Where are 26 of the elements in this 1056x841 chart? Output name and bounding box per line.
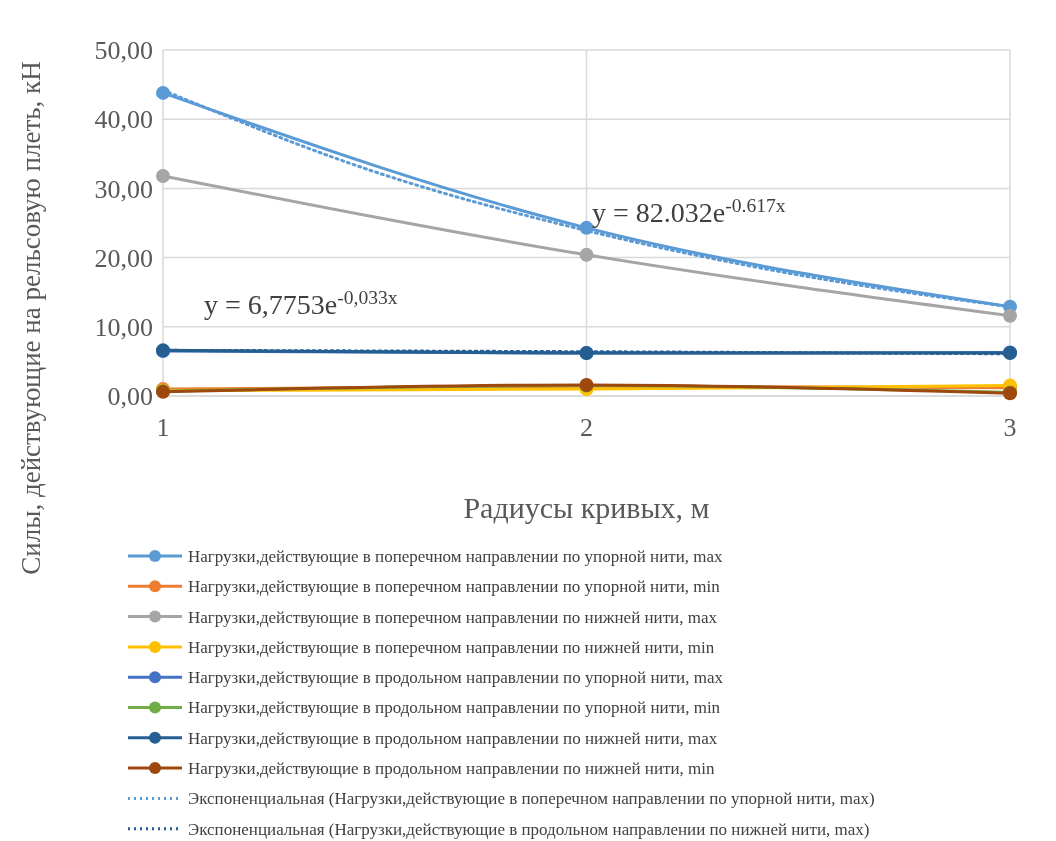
legend-label: Нагрузки,действующие в продольном направлении по нижней нити, min bbox=[188, 759, 715, 779]
y-tick-label: 50,00 bbox=[94, 36, 153, 66]
legend-label: Нагрузки,действующие в поперечном направлении по упорной нити, min bbox=[188, 577, 721, 597]
legend-label: Нагрузки,действующие в продольном направлении по упорной нити, min bbox=[188, 698, 721, 718]
y-tick-label: 10,00 bbox=[94, 312, 153, 342]
annotation: y = 6,7753e$^{-0,033x}$ bbox=[204, 286, 398, 320]
x-tick-label: 1 bbox=[156, 413, 170, 442]
x-tick-label: 2 bbox=[580, 413, 593, 442]
legend-label: Нагрузки,действующие в продольном направлении по упорной нити, max bbox=[188, 668, 724, 688]
y-tick-label: 40,00 bbox=[94, 105, 153, 135]
x-tick-label: 3 bbox=[1003, 413, 1017, 442]
legend-label: Нагрузки,действующие в поперечном направлении по нижней нити, min bbox=[188, 637, 715, 657]
legend-label: Нагрузки,действующие в поперечном направлении по упорной нити, max bbox=[188, 546, 724, 566]
legend-label: Нагрузки,действующие в продольном направлении по нижней нити, max bbox=[188, 728, 718, 748]
x-axis-title: Радиусы кривых, м bbox=[463, 491, 710, 524]
legend-label: Экспоненциальная (Нагрузки,действующие в продольном направлении по нижней нити, max) bbox=[188, 819, 870, 839]
y-tick-label: 0,00 bbox=[107, 382, 153, 412]
point bbox=[156, 168, 170, 183]
legend-label: Нагрузки,действующие в поперечном направлении по нижней нити, max bbox=[188, 607, 718, 627]
point bbox=[1003, 308, 1017, 323]
annotation: y = 82.032e$^{-0.617x}$ bbox=[592, 194, 786, 228]
y-axis-title: Силы, действующие на рельсовую плеть, кН bbox=[16, 61, 46, 575]
y-tick-label: 30,00 bbox=[94, 174, 153, 204]
point bbox=[579, 247, 594, 262]
y-tick-label: 20,00 bbox=[94, 243, 153, 273]
legend-label: Экспоненциальная (Нагрузки,действующие в поперечном направлении по упорной нити, max) bbox=[188, 789, 875, 809]
